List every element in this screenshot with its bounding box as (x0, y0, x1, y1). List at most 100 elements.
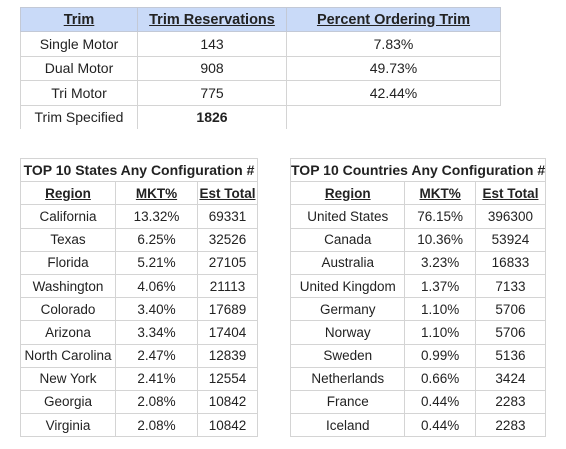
table-cell[interactable]: 6.25% (115, 227, 198, 252)
table-cell[interactable]: 21113 (197, 273, 258, 299)
table-cell[interactable]: North Carolina (20, 343, 116, 368)
countries-header-cell[interactable]: Region (289, 181, 406, 206)
countries-header-row: Region MKT% Est Total (289, 181, 547, 206)
table-cell[interactable]: France (289, 389, 406, 415)
top-countries-table: TOP 10 Countries Any Configuration # Reg… (289, 157, 547, 438)
table-cell[interactable]: 2.47% (115, 343, 198, 368)
trim-cell[interactable]: 49.73% (286, 55, 501, 82)
table-row: Florida 5.21% 27105 (20, 250, 258, 275)
table-cell[interactable]: 7133 (474, 273, 547, 299)
table-row: Virginia 2.08% 10842 (20, 413, 258, 438)
trim-total-value[interactable]: 1826 (137, 104, 287, 130)
table-cell[interactable]: 76.15% (404, 204, 476, 229)
table-cell[interactable]: 5136 (474, 343, 547, 368)
states-table-title[interactable]: TOP 10 States Any Configuration # (20, 157, 258, 183)
table-cell[interactable]: 69331 (197, 204, 258, 229)
table-cell[interactable]: 1.37% (404, 273, 476, 299)
table-cell[interactable]: 16833 (474, 250, 547, 275)
table-cell[interactable]: 3.40% (115, 297, 198, 322)
table-cell[interactable]: 12554 (197, 366, 258, 391)
table-row: Texas 6.25% 32526 (20, 227, 258, 252)
table-cell[interactable]: Canada (289, 227, 406, 252)
table-cell[interactable]: 396300 (474, 204, 547, 229)
table-cell[interactable]: 2283 (474, 413, 547, 438)
table-cell[interactable]: Florida (20, 250, 116, 275)
trim-header-cell[interactable]: Trim (20, 6, 138, 33)
table-cell[interactable]: 0.99% (404, 343, 476, 368)
table-cell[interactable]: 1.10% (404, 320, 476, 345)
trim-row: Dual Motor 908 49.73% (20, 55, 501, 82)
table-cell[interactable]: 5.21% (115, 250, 198, 275)
states-title-row: TOP 10 States Any Configuration # (20, 157, 258, 183)
table-cell[interactable]: 27105 (197, 250, 258, 275)
trim-cell[interactable]: 42.44% (286, 80, 501, 106)
table-cell[interactable]: Germany (289, 297, 406, 322)
table-row: Colorado 3.40% 17689 (20, 297, 258, 322)
table-cell[interactable]: 0.44% (404, 413, 476, 438)
table-cell[interactable]: 2283 (474, 389, 547, 415)
countries-header-cell[interactable]: MKT% (404, 181, 476, 206)
table-cell[interactable]: 10842 (197, 389, 258, 415)
table-cell[interactable]: 2.08% (115, 389, 198, 415)
table-cell[interactable]: 1.10% (404, 297, 476, 322)
table-cell[interactable]: 0.66% (404, 366, 476, 391)
trim-total-label[interactable]: Trim Specified (20, 104, 138, 130)
table-row: Washington 4.06% 21113 (20, 273, 258, 299)
table-cell[interactable]: 53924 (474, 227, 547, 252)
table-cell[interactable]: Texas (20, 227, 116, 252)
table-cell[interactable]: 5706 (474, 320, 547, 345)
table-cell[interactable]: 10.36% (404, 227, 476, 252)
countries-table-title[interactable]: TOP 10 Countries Any Configuration # (289, 157, 547, 183)
table-cell[interactable]: 10842 (197, 413, 258, 438)
table-cell[interactable]: Netherlands (289, 366, 406, 391)
table-cell[interactable]: Iceland (289, 413, 406, 438)
trim-table: Trim Trim Reservations Percent Ordering … (20, 6, 501, 130)
table-cell[interactable]: Georgia (20, 389, 116, 415)
trim-cell[interactable]: 7.83% (286, 31, 501, 57)
table-cell[interactable]: 3.34% (115, 320, 198, 345)
table-cell[interactable]: New York (20, 366, 116, 391)
table-row: Arizona 3.34% 17404 (20, 320, 258, 345)
table-cell[interactable]: 17404 (197, 320, 258, 345)
table-cell[interactable]: 0.44% (404, 389, 476, 415)
table-cell[interactable]: Australia (289, 250, 406, 275)
table-cell[interactable]: Arizona (20, 320, 116, 345)
trim-cell[interactable]: Single Motor (20, 31, 138, 57)
trim-empty-cell[interactable] (286, 104, 501, 130)
trim-cell[interactable]: 775 (137, 80, 287, 106)
table-row: Canada 10.36% 53924 (289, 227, 547, 252)
trim-cell[interactable]: 143 (137, 31, 287, 57)
states-header-cell[interactable]: Est Total (197, 181, 258, 206)
table-cell[interactable]: 32526 (197, 227, 258, 252)
table-row: Germany 1.10% 5706 (289, 297, 547, 322)
table-cell[interactable]: 5706 (474, 297, 547, 322)
trim-header-cell[interactable]: Trim Reservations (137, 6, 287, 33)
table-cell[interactable]: 17689 (197, 297, 258, 322)
table-cell[interactable]: 2.08% (115, 413, 198, 438)
table-cell[interactable]: 2.41% (115, 366, 198, 391)
trim-header-cell[interactable]: Percent Ordering Trim (286, 6, 501, 33)
table-cell[interactable]: 4.06% (115, 273, 198, 299)
trim-table-body: Trim Trim Reservations Percent Ordering … (20, 6, 501, 130)
table-cell[interactable]: Virginia (20, 413, 116, 438)
states-header-cell[interactable]: MKT% (115, 181, 198, 206)
table-cell[interactable]: United Kingdom (289, 273, 406, 299)
trim-cell[interactable]: Tri Motor (20, 80, 138, 106)
table-cell[interactable]: Colorado (20, 297, 116, 322)
table-cell[interactable]: United States (289, 204, 406, 229)
trim-cell[interactable]: 908 (137, 55, 287, 82)
table-cell[interactable]: California (20, 204, 116, 229)
table-cell[interactable]: Washington (20, 273, 116, 299)
trim-header-row: Trim Trim Reservations Percent Ordering … (20, 6, 501, 33)
table-cell[interactable]: 12839 (197, 343, 258, 368)
table-cell[interactable]: Sweden (289, 343, 406, 368)
trim-cell[interactable]: Dual Motor (20, 55, 138, 82)
table-cell[interactable]: 3424 (474, 366, 547, 391)
table-cell[interactable]: 3.23% (404, 250, 476, 275)
trim-total-row: Trim Specified 1826 (20, 104, 501, 130)
countries-header-cell[interactable]: Est Total (474, 181, 547, 206)
table-cell[interactable]: Norway (289, 320, 406, 345)
table-row: California 13.32% 69331 (20, 204, 258, 229)
table-cell[interactable]: 13.32% (115, 204, 198, 229)
states-header-cell[interactable]: Region (20, 181, 116, 206)
